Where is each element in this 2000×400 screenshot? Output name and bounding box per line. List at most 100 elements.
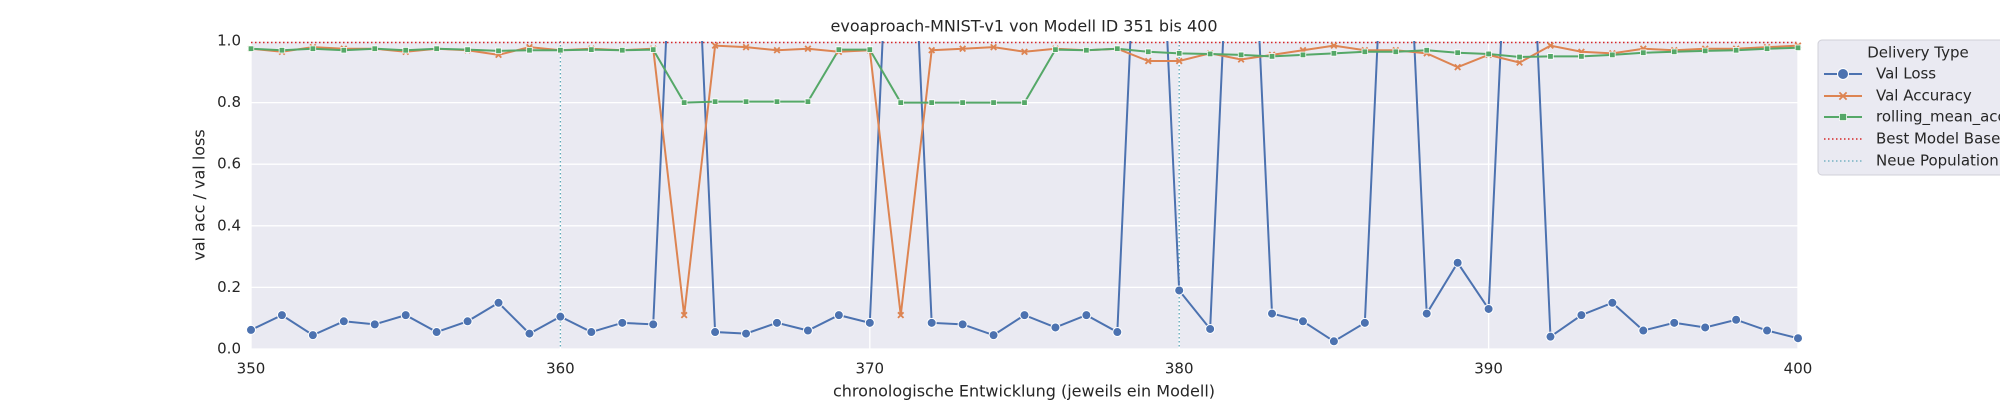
point (1671, 48, 1678, 55)
point (1081, 310, 1092, 321)
point (957, 319, 968, 330)
point (495, 47, 502, 55)
point (711, 42, 719, 50)
point (1175, 57, 1183, 65)
point (524, 328, 535, 339)
point (773, 46, 781, 54)
legend-label: Val Accuracy (1876, 87, 1972, 105)
legend-label: Neue Population (1876, 152, 1999, 170)
point (1701, 47, 1709, 55)
point (648, 319, 659, 330)
x-tick-label: 390 (1474, 360, 1503, 378)
point (711, 98, 719, 105)
point (1361, 48, 1369, 55)
point (990, 99, 997, 106)
point (1640, 49, 1647, 56)
point (493, 297, 504, 308)
point (1021, 48, 1028, 56)
y-axis-label: val acc / val loss (190, 129, 209, 260)
point (1763, 45, 1771, 52)
point (1609, 51, 1616, 59)
point (988, 330, 999, 341)
point (1144, 57, 1152, 65)
point (742, 98, 750, 105)
point (1454, 63, 1462, 71)
x-tick-label: 350 (237, 360, 266, 378)
point (555, 311, 566, 322)
point (771, 317, 782, 328)
point (1762, 325, 1773, 336)
point (1114, 45, 1121, 52)
point (804, 98, 812, 105)
point (680, 311, 688, 319)
point (278, 47, 286, 54)
point (1392, 48, 1399, 55)
legend-label: Val Loss (1876, 65, 1936, 83)
point (1330, 50, 1338, 57)
point (959, 45, 967, 53)
point (1452, 257, 1463, 268)
point (1794, 44, 1802, 51)
point (1019, 310, 1030, 321)
point (1299, 51, 1307, 59)
point (1793, 333, 1803, 344)
legend-title: Delivery Type (1867, 44, 1968, 62)
point (773, 98, 781, 105)
point (1267, 308, 1278, 319)
point (802, 325, 813, 336)
point (928, 46, 936, 54)
point (1547, 53, 1554, 60)
point (1083, 47, 1090, 54)
point (433, 45, 440, 52)
point (866, 46, 873, 53)
point (897, 311, 905, 319)
point (1359, 317, 1370, 328)
x-tick-label: 360 (546, 360, 575, 378)
point (1112, 327, 1123, 338)
point (402, 47, 409, 54)
y-tick-label: 0.8 (217, 93, 241, 111)
point (1669, 317, 1680, 328)
point (1732, 47, 1740, 54)
point (926, 317, 937, 328)
point (680, 99, 688, 106)
point (526, 47, 533, 54)
point (1050, 322, 1061, 333)
point (864, 317, 875, 328)
point (309, 45, 317, 52)
point (464, 46, 471, 53)
plot-background (251, 41, 1798, 349)
legend-label: Best Model Baseline (1876, 130, 2000, 148)
point (1421, 308, 1432, 319)
point (369, 319, 380, 330)
point (959, 99, 966, 106)
point (1516, 53, 1523, 61)
point (742, 43, 750, 51)
point (650, 46, 657, 53)
markers (246, 42, 1803, 347)
point (1205, 323, 1216, 334)
point (897, 99, 904, 106)
point (1607, 297, 1618, 308)
point (557, 47, 564, 54)
point (710, 327, 721, 338)
point (619, 47, 626, 54)
point (833, 310, 844, 321)
point (1328, 336, 1339, 347)
point (1176, 50, 1183, 57)
point (1731, 314, 1742, 325)
point (1700, 322, 1711, 333)
point (1516, 59, 1523, 66)
point (307, 330, 318, 341)
point (1052, 46, 1059, 53)
point (1576, 310, 1587, 321)
point (1206, 50, 1214, 58)
point (1578, 53, 1585, 60)
point (1485, 50, 1492, 58)
point (617, 317, 628, 328)
point (431, 327, 442, 338)
point (371, 45, 378, 52)
x-tick-label: 400 (1784, 360, 1813, 378)
point (804, 45, 812, 53)
point (1837, 68, 1849, 80)
